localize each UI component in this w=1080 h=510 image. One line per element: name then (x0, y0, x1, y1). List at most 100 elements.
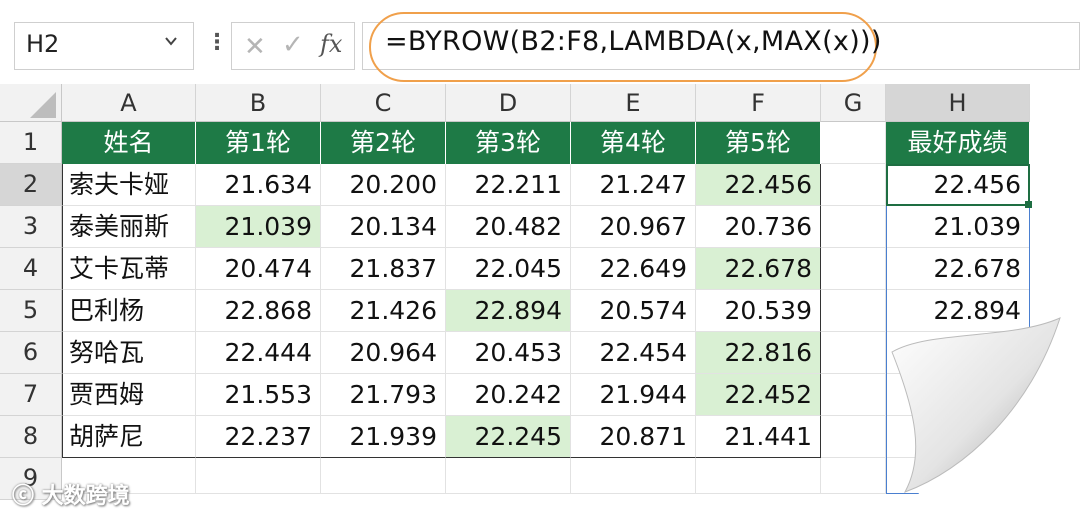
score-cell[interactable]: 21.039 (196, 206, 321, 248)
score-cell[interactable]: 20.242 (446, 374, 571, 416)
score-cell[interactable]: 20.134 (321, 206, 446, 248)
score-cell[interactable]: 22.245 (446, 416, 571, 458)
table-header-cell[interactable]: 第5轮 (696, 122, 821, 164)
selected-cell-outline (886, 164, 1030, 206)
table-header-cell[interactable]: 第3轮 (446, 122, 571, 164)
formula-buttons (231, 22, 355, 70)
score-cell[interactable]: 22.456 (696, 164, 821, 206)
select-all-corner[interactable] (0, 84, 62, 122)
score-cell[interactable]: 20.736 (696, 206, 821, 248)
score-cell[interactable]: 20.474 (196, 248, 321, 290)
score-cell[interactable]: 22.444 (196, 332, 321, 374)
score-cell[interactable]: 21.837 (321, 248, 446, 290)
grid-cell[interactable] (821, 290, 886, 332)
column-header-b[interactable]: B (196, 84, 321, 122)
score-cell[interactable]: 21.426 (321, 290, 446, 332)
score-cell[interactable]: 22.868 (196, 290, 321, 332)
score-cell[interactable]: 22.452 (696, 374, 821, 416)
select-all-icon (30, 92, 56, 118)
grid-cell[interactable] (821, 206, 886, 248)
cancel-icon[interactable]: ✕ (244, 32, 266, 62)
name-cell[interactable]: 贾西姆 (62, 374, 196, 416)
table-header-cell[interactable]: 第1轮 (196, 122, 321, 164)
score-cell[interactable]: 21.793 (321, 374, 446, 416)
score-cell[interactable]: 22.894 (446, 290, 571, 332)
score-cell[interactable]: 22.237 (196, 416, 321, 458)
grid-cell[interactable] (196, 458, 321, 494)
chevron-down-icon[interactable] (164, 34, 178, 48)
row-header-3[interactable]: 3 (0, 206, 62, 248)
column-header-d[interactable]: D (446, 84, 571, 122)
result-cell[interactable]: 22.678 (886, 248, 1030, 290)
column-header-h[interactable]: H (886, 84, 1030, 122)
name-cell[interactable]: 巴利杨 (62, 290, 196, 332)
grid-cell[interactable] (821, 416, 886, 458)
result-cell[interactable]: 21.039 (886, 206, 1030, 248)
watermark-text: ⓒ 大数跨境 (12, 484, 130, 509)
column-header-f[interactable]: F (696, 84, 821, 122)
fill-handle[interactable] (1025, 201, 1032, 208)
score-cell[interactable]: 22.678 (696, 248, 821, 290)
score-cell[interactable]: 20.574 (571, 290, 696, 332)
table-header-cell[interactable]: 姓名 (62, 122, 196, 164)
score-cell[interactable]: 20.453 (446, 332, 571, 374)
name-cell[interactable]: 索夫卡娅 (62, 164, 196, 206)
enter-icon[interactable]: ✓ (282, 30, 304, 60)
score-cell[interactable]: 22.045 (446, 248, 571, 290)
score-cell[interactable]: 20.200 (321, 164, 446, 206)
column-header-g[interactable]: G (821, 84, 886, 122)
name-box-value: H2 (26, 30, 60, 58)
result-header-cell[interactable]: 最好成绩 (886, 122, 1030, 164)
grid-cell[interactable] (821, 374, 886, 416)
score-cell[interactable]: 21.634 (196, 164, 321, 206)
row-header-2[interactable]: 2 (0, 164, 62, 206)
column-header-e[interactable]: E (571, 84, 696, 122)
insert-function-icon[interactable]: fx (320, 30, 343, 58)
grid-cell[interactable] (821, 332, 886, 374)
grid-cell[interactable] (696, 458, 821, 494)
score-cell[interactable]: 22.211 (446, 164, 571, 206)
column-header-a[interactable]: A (62, 84, 196, 122)
score-cell[interactable]: 21.441 (696, 416, 821, 458)
formula-text: =BYROW(B2:F8,LAMBDA(x,MAX(x))) (385, 26, 882, 57)
grid-cell[interactable] (62, 458, 196, 494)
row-header-8[interactable]: 8 (0, 416, 62, 458)
score-cell[interactable]: 20.871 (571, 416, 696, 458)
score-cell[interactable]: 22.816 (696, 332, 821, 374)
name-cell[interactable]: 努哈瓦 (62, 332, 196, 374)
table-header-cell[interactable]: 第4轮 (571, 122, 696, 164)
score-cell[interactable]: 22.649 (571, 248, 696, 290)
grid-cell[interactable] (821, 248, 886, 290)
score-cell[interactable]: 21.247 (571, 164, 696, 206)
grid-cell[interactable] (821, 164, 886, 206)
grid-cell[interactable] (571, 458, 696, 494)
row-header-1[interactable]: 1 (0, 122, 62, 164)
score-cell[interactable]: 20.482 (446, 206, 571, 248)
more-options-icon[interactable]: ⋮ (206, 30, 228, 55)
grid-cell[interactable] (446, 458, 571, 494)
score-cell[interactable]: 20.539 (696, 290, 821, 332)
score-cell[interactable]: 21.553 (196, 374, 321, 416)
row-header-6[interactable]: 6 (0, 332, 62, 374)
score-cell[interactable]: 21.944 (571, 374, 696, 416)
table-header-cell[interactable]: 第2轮 (321, 122, 446, 164)
score-cell[interactable]: 20.964 (321, 332, 446, 374)
name-cell[interactable]: 泰美丽斯 (62, 206, 196, 248)
name-box[interactable] (14, 22, 194, 70)
grid-cell[interactable] (821, 122, 886, 164)
row-header-4[interactable]: 4 (0, 248, 62, 290)
grid-cell[interactable] (321, 458, 446, 494)
name-cell[interactable]: 胡萨尼 (62, 416, 196, 458)
score-cell[interactable]: 20.967 (571, 206, 696, 248)
row-header-5[interactable]: 5 (0, 290, 62, 332)
column-header-c[interactable]: C (321, 84, 446, 122)
row-header-9[interactable]: 9 (0, 458, 62, 500)
row-header-7[interactable]: 7 (0, 374, 62, 416)
score-cell[interactable]: 22.454 (571, 332, 696, 374)
grid-cell[interactable] (821, 458, 886, 494)
formula-highlight-oval (369, 12, 877, 82)
score-cell[interactable]: 21.939 (321, 416, 446, 458)
name-cell[interactable]: 艾卡瓦蒂 (62, 248, 196, 290)
